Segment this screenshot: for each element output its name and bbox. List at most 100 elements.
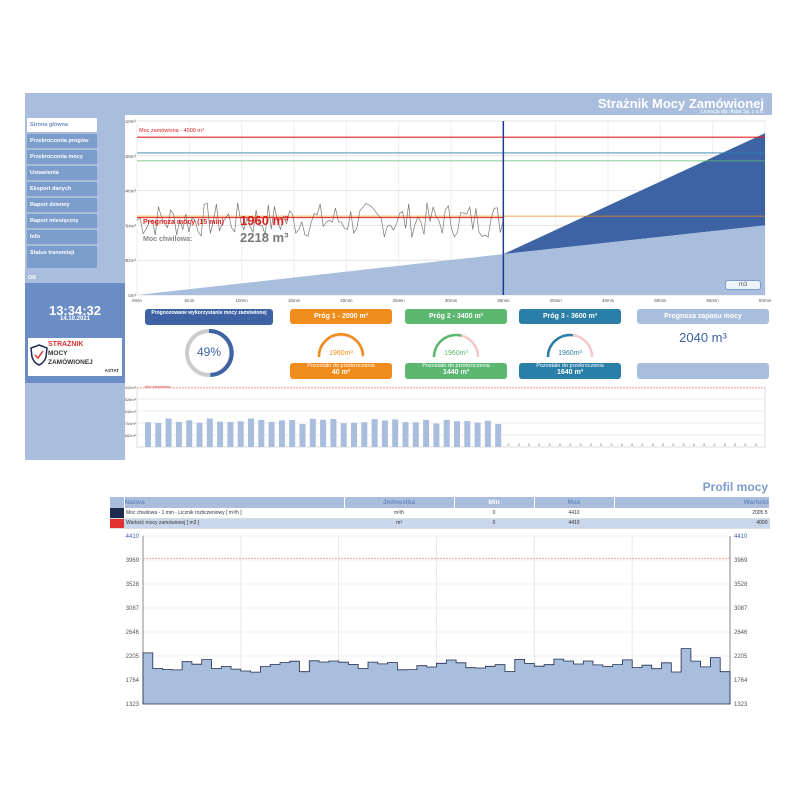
row-value: 4000 [614, 518, 770, 529]
gauge-value: 1960m³ [558, 350, 582, 357]
bar-zero-label: 0 [549, 443, 551, 447]
sidebar-item-power-exceed[interactable]: Przekroczenia mocy [27, 150, 97, 164]
x-tick-label: 25min [393, 298, 406, 303]
logo-brand: ASTAT [104, 368, 119, 373]
row-color-swatch [110, 518, 124, 529]
daily-bar [495, 424, 502, 447]
sidebar-item-status[interactable]: Status transmisji [27, 246, 97, 268]
table-row[interactable]: Wartość mocy zamówionej [ m3 ] m³ 0 4410… [110, 518, 770, 529]
threshold3-title: Próg 3 - 3600 m³ [519, 309, 621, 324]
row-name: Wartość mocy zamówionej [ m3 ] [124, 518, 344, 529]
y-tick-label: 2646m³ [125, 409, 137, 414]
clock-date: 14.10.2021 [59, 316, 91, 322]
bar-zero-label: 0 [590, 443, 592, 447]
sidebar-item-home[interactable]: Strona główna [27, 118, 97, 132]
x-tick-label: 45min [602, 298, 615, 303]
y-tick-label: 1323 [126, 702, 140, 708]
daily-bar [330, 419, 337, 447]
threshold1-gauge: 1960m³ [317, 333, 365, 358]
instant-label: Moc chwilowa: [143, 236, 193, 243]
y-tick-label: 1764 [126, 678, 140, 684]
sidebar-item-info[interactable]: Info [27, 230, 97, 244]
bar-zero-label: 0 [672, 443, 674, 447]
bar-zero-label: 0 [611, 443, 613, 447]
header-bar: Strażnik Mocy Zamówionej Licencja dla: A… [25, 93, 772, 115]
x-tick-label: 0min [132, 298, 142, 303]
daily-bar [474, 422, 481, 447]
x-tick-label: 15min [288, 298, 301, 303]
row-name: Moc chwilowa - 1 min - Licznik rozliczen… [124, 508, 344, 519]
unit-button[interactable]: m3 [725, 280, 761, 290]
forecast-value: 1960 m³ [240, 213, 289, 228]
bar-zero-label: 0 [580, 443, 582, 447]
power-profile-series [142, 648, 731, 705]
sidebar-item-threshold-exceed[interactable]: Przekroczenia progów [27, 134, 97, 148]
y-tick-label-right: 3969 [734, 558, 748, 564]
row-max: 4410 [534, 508, 614, 519]
logo-line2: MOCY [48, 350, 68, 357]
threshold2-title: Próg 2 - 3400 m³ [405, 309, 507, 324]
sidebar-item-settings[interactable]: Ustawienia [27, 166, 97, 180]
app-window: Strażnik Mocy Zamówionej Licencja dla: A… [25, 93, 772, 460]
sidebar-item-monthly-report[interactable]: Raport miesięczny [27, 214, 97, 228]
usage-value: 49% [196, 345, 222, 359]
col-min: Min [454, 497, 535, 508]
daily-bar [392, 419, 399, 447]
daily-bar [165, 418, 172, 447]
y-tick-label: 4410 [126, 534, 140, 540]
bar-zero-label: 0 [559, 443, 561, 447]
row-color-swatch [110, 508, 124, 519]
y-tick-label: 3528 [126, 582, 140, 588]
daily-bar [175, 421, 182, 447]
daily-bar [289, 420, 296, 447]
col-max: Max [534, 497, 615, 508]
daily-bar [309, 418, 316, 447]
sidebar-item-daily-report[interactable]: Raport dzienny [27, 198, 97, 212]
y-tick-label: 4410m³ [125, 119, 136, 124]
table-row[interactable]: Moc chwilowa - 1 min - Licznik rozliczen… [110, 508, 770, 519]
bar-zero-label: 0 [734, 443, 736, 447]
y-tick-label-right: 2646 [734, 630, 748, 636]
x-tick-label: 10min [236, 298, 249, 303]
license-text: Licencja dla: Astat Sp. z o.o. [701, 109, 764, 115]
bar-zero-label: 0 [569, 443, 571, 447]
profile-legend-table: Nazwa Jednostka Min Max Wartość Moc chwi… [110, 497, 770, 529]
app-title: Strażnik Mocy Zamówionej [597, 96, 764, 111]
bar-zero-label: 0 [508, 443, 510, 447]
daily-bar [206, 418, 213, 447]
y-tick-label-right: 3528 [734, 582, 748, 588]
daily-bar [371, 419, 378, 447]
bar-zero-label: 0 [693, 443, 695, 447]
status-label: Status transmisji [30, 250, 75, 256]
gauge-fill [317, 333, 365, 358]
sidebar-item-export[interactable]: Eksport danych [27, 182, 97, 196]
x-tick-label: 55min [707, 298, 720, 303]
threshold3-gauge: 1960m³ [546, 333, 594, 358]
daily-bar [320, 419, 327, 447]
usage-title: Prognozowane wykorzystanie mocy zamówion… [145, 309, 273, 325]
daily-bar [443, 419, 450, 447]
usage-ring [185, 328, 234, 377]
daily-bar [351, 422, 357, 447]
bar-zero-label: 0 [631, 443, 633, 447]
gauge-value: 1960m³ [329, 350, 353, 357]
bar-zero-label: 0 [652, 443, 654, 447]
daily-bar [217, 421, 224, 447]
daily-bar [361, 422, 368, 447]
row-max: 4410 [534, 518, 614, 529]
bar-zero-label: 0 [641, 443, 643, 447]
col-name: Nazwa [124, 497, 345, 508]
remaining-value: 1440 m³ [442, 369, 470, 376]
y-tick-label: 2646m³ [125, 189, 136, 194]
daily-bar [248, 418, 254, 447]
col-unit: Jednostka [344, 497, 455, 508]
y-tick-label-right: 3087 [734, 606, 748, 612]
instant-value: 2218 m³ [240, 230, 289, 245]
x-tick-label: 60min [759, 298, 772, 303]
y-tick-label-right: 1323 [734, 702, 748, 708]
daily-bar [299, 424, 306, 447]
x-tick-label: 5min [184, 298, 194, 303]
